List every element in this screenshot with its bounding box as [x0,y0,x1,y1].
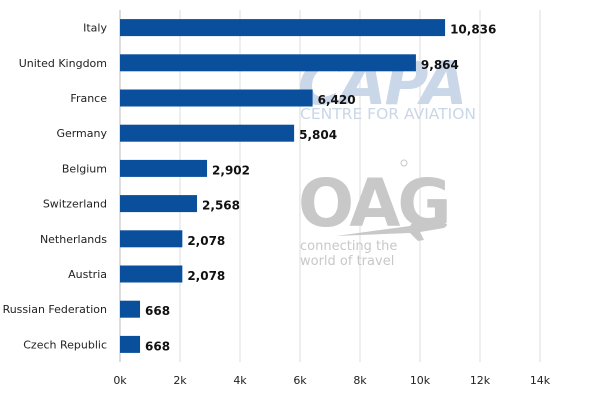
category-label: Czech Republic [23,338,107,351]
value-label: 2,902 [212,163,250,177]
category-label: Switzerland [43,198,107,211]
value-label: 10,836 [450,23,496,37]
bar [120,265,183,283]
value-label: 2,078 [187,269,225,283]
x-axis-tick-labels: 0k 2k 4k 6k 8k 10k 12k 14k [113,374,550,387]
value-labels: 10,836 9,864 6,420 5,804 2,902 2,568 2,078 2,07… [145,23,496,354]
bar [120,89,313,107]
bar [120,230,183,248]
x-tick-label: 0k [113,374,127,387]
category-label: France [70,92,107,105]
x-tick-label: 10k [410,374,431,387]
x-tick-label: 2k [173,374,187,387]
value-label: 668 [145,339,170,353]
category-label: Italy [83,22,107,35]
bar [120,54,416,72]
bar [120,159,208,177]
value-label: 6,420 [318,93,356,107]
x-tick-label: 14k [530,374,551,387]
watermark: CAPA CENTRE FOR AVIATION OAG connecting … [298,49,476,269]
bars [120,19,446,353]
category-label: Austria [68,268,107,281]
category-label: United Kingdom [19,57,107,70]
bar [120,300,141,318]
category-label: Netherlands [40,233,107,246]
x-tick-label: 8k [353,374,367,387]
x-tick-label: 6k [293,374,307,387]
capa-tagline: CENTRE FOR AVIATION [300,105,476,123]
bar [120,124,295,142]
oag-tagline-line2: world of travel [300,254,394,269]
value-label: 668 [145,304,170,318]
bar [120,195,198,213]
registered-mark-icon [400,159,408,167]
bar [120,19,446,37]
category-label: Germany [56,127,107,140]
category-label: Russian Federation [3,303,107,316]
oag-tagline-line1: connecting the [300,239,397,254]
category-labels: Italy United Kingdom France Germany Belgium S… [3,22,108,352]
value-label: 2,568 [202,199,240,213]
category-label: Belgium [62,162,107,175]
x-tick-label: 12k [470,374,491,387]
value-label: 5,804 [299,128,337,142]
value-label: 9,864 [421,58,459,72]
airplane-icon [336,217,447,241]
x-tick-label: 4k [233,374,247,387]
bar [120,335,141,353]
value-label: 2,078 [187,234,225,248]
